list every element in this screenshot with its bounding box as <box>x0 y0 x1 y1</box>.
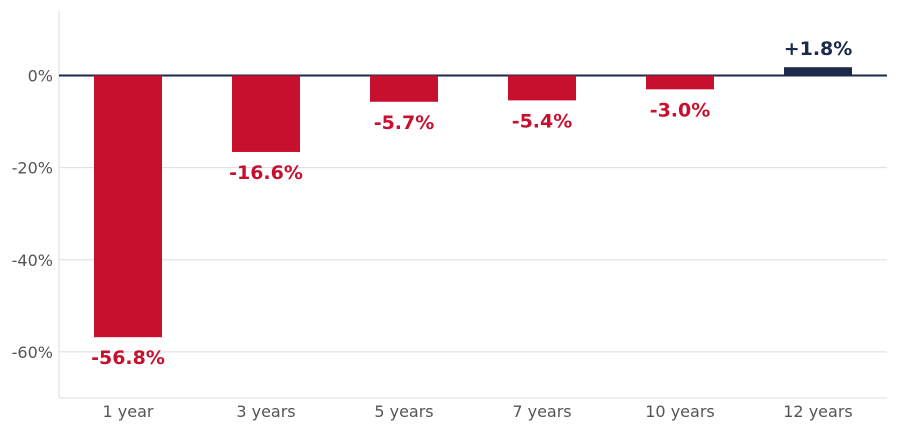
axes <box>58 11 887 399</box>
y-tick-labels: 0% -20% -40% -60% <box>12 67 53 362</box>
bar-5-years <box>370 75 438 102</box>
data-label: -56.8% <box>91 347 165 369</box>
bar-3-years <box>232 75 300 152</box>
data-label: -16.6% <box>229 162 303 184</box>
x-tick-label: 10 years <box>645 402 714 421</box>
bar-1-year <box>94 75 162 338</box>
data-label: -5.7% <box>374 112 435 134</box>
bar-12-years <box>784 67 852 76</box>
y-tick-label: 0% <box>28 67 53 86</box>
y-tick-label: -60% <box>12 343 53 362</box>
bar-7-years <box>508 75 576 101</box>
data-label: -5.4% <box>512 110 573 132</box>
data-labels: -56.8% -16.6% -5.7% -5.4% -3.0% +1.8% <box>91 38 852 369</box>
x-tick-label: 3 years <box>236 402 295 421</box>
y-tick-label: -20% <box>12 159 53 178</box>
data-label: +1.8% <box>784 38 853 60</box>
x-tick-label: 5 years <box>374 402 433 421</box>
bars <box>94 67 852 338</box>
x-tick-label: 12 years <box>783 402 852 421</box>
bar-10-years <box>646 75 714 90</box>
data-label: -3.0% <box>650 99 711 121</box>
x-tick-label: 1 year <box>103 402 154 421</box>
x-tick-labels: 1 year 3 years 5 years 7 years 10 years 12 ye… <box>103 402 853 421</box>
y-tick-label: -40% <box>12 251 53 270</box>
gridlines <box>59 167 887 353</box>
x-tick-label: 7 years <box>512 402 571 421</box>
